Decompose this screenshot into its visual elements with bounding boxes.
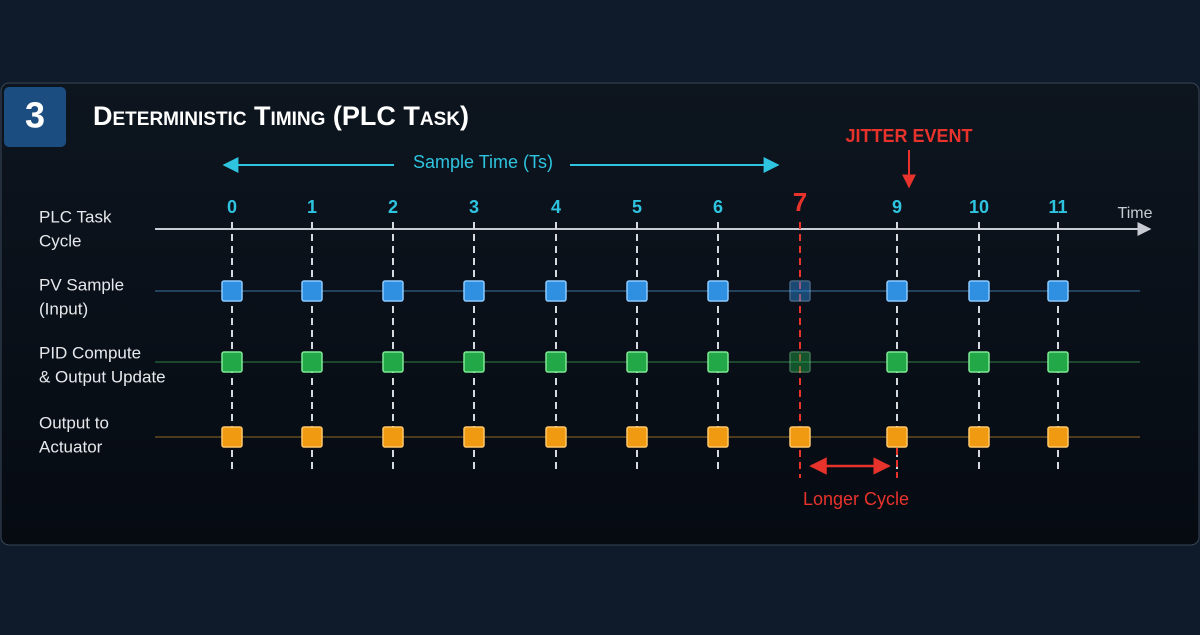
cycle-block [707,426,729,448]
title: Deterministic Timing (PLC Task) [93,101,469,131]
cycle-block [886,280,908,302]
panel [0,82,1200,546]
cycle-block [221,280,243,302]
sample-time-label: Sample Time (Ts) [413,152,553,172]
badge [4,87,66,147]
cycle-block [626,280,648,302]
tick-label: 7 [793,187,807,217]
cycle-block [463,351,485,373]
longer-cycle-label: Longer Cycle [803,489,909,509]
tick-label: 5 [632,197,642,217]
cycle-block [545,280,567,302]
cycle-block [968,280,990,302]
row-label: Cycle [39,231,82,250]
row-label: (Input) [39,299,88,318]
cycle-block [707,280,729,302]
tick-label: 2 [388,197,398,217]
tick-label: 10 [969,197,989,217]
cycle-block [886,351,908,373]
cycle-block [545,426,567,448]
tick-label: 0 [227,197,237,217]
cycle-block [301,426,323,448]
cycle-block [789,426,811,448]
tick-label: 4 [551,197,561,217]
cycle-block [545,351,567,373]
row-label: & Output Update [39,367,166,386]
cycle-block [382,351,404,373]
cycle-block [301,280,323,302]
timeline: PLC Task Cycle PV Sample (Input) PID Compute… [39,187,1140,478]
cycle-block [1047,426,1069,448]
cycle-block [626,426,648,448]
row-label: PV Sample [39,275,124,294]
cycle-block [221,351,243,373]
cycle-block [221,426,243,448]
badge-number: 3 [25,95,45,136]
cycle-block [968,426,990,448]
tick-label: 6 [713,197,723,217]
cycle-block [789,351,811,373]
cycle-block [1047,280,1069,302]
row-label: PID Compute [39,343,141,362]
cycle-block [301,351,323,373]
time-label: Time [1118,205,1153,222]
row-label: PLC Task [39,207,112,226]
tick-label: 9 [892,197,902,217]
cycle-block [789,280,811,302]
tick-label: 3 [469,197,479,217]
tick-label: 1 [307,197,317,217]
cycle-block [463,280,485,302]
cycle-block [968,351,990,373]
cycle-block [463,426,485,448]
row-label: Output to [39,413,109,432]
cycle-block [707,351,729,373]
row-label: Actuator [39,437,103,456]
cycle-block [886,426,908,448]
cycle-block [382,280,404,302]
cycle-block [626,351,648,373]
tick-label: 11 [1048,197,1067,217]
jitter-label: JITTER EVENT [845,126,972,146]
cycle-block [1047,351,1069,373]
cycle-block [382,426,404,448]
